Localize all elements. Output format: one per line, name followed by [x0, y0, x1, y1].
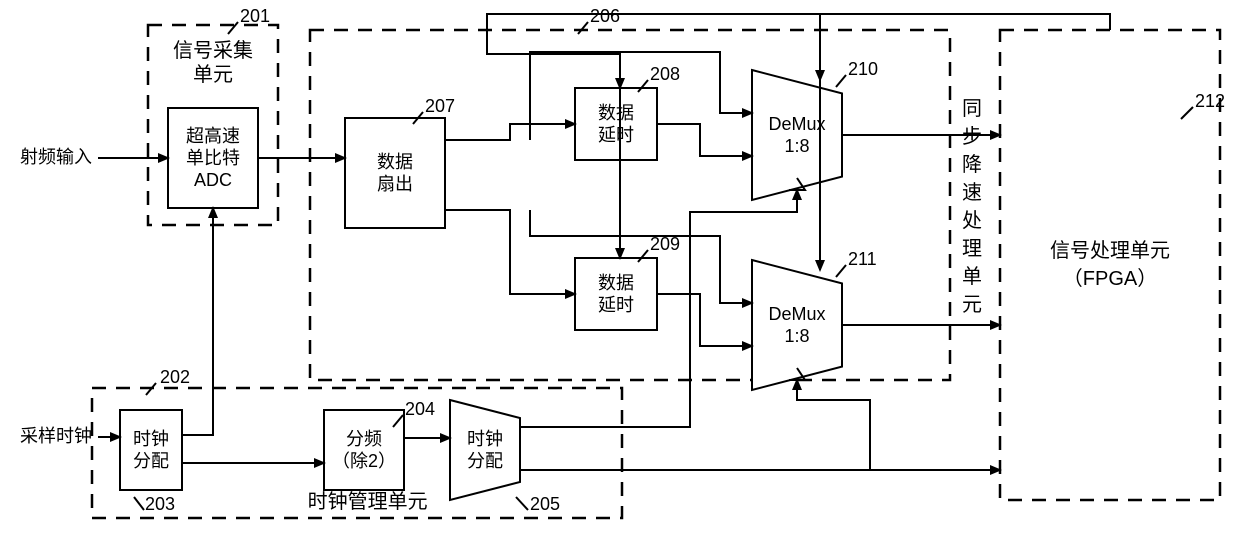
label-sync-5: 理 [962, 238, 982, 260]
ref-tick-203 [134, 497, 144, 510]
svg-text:（除2）: （除2） [332, 451, 396, 471]
label-sync-2: 降 [962, 153, 982, 176]
svg-text:时钟: 时钟 [467, 429, 503, 449]
svg-text:单比特: 单比特 [186, 148, 240, 168]
block-fanout [345, 118, 445, 228]
svg-text:DeMux: DeMux [768, 304, 825, 324]
ref-202: 202 [160, 367, 190, 387]
label-sample-clock: 采样时钟 [20, 426, 92, 446]
svg-text:（FPGA）: （FPGA） [1063, 267, 1157, 290]
svg-text:分频: 分频 [346, 429, 382, 449]
svg-text:数据: 数据 [598, 273, 634, 293]
ref-211: 211 [848, 249, 877, 269]
wire-dist1-to-adc [182, 208, 213, 435]
wire-delay2-to-demux2 [657, 294, 752, 346]
svg-text:延时: 延时 [598, 125, 634, 145]
ref-tick-211 [836, 265, 846, 277]
ref-209: 209 [650, 234, 680, 254]
svg-text:扇出: 扇出 [377, 174, 413, 194]
ref-tick-206 [578, 22, 588, 34]
ref-204: 204 [405, 399, 435, 419]
svg-text:数据: 数据 [377, 152, 413, 172]
svg-text:数据: 数据 [598, 103, 634, 123]
block-clk_dist1 [120, 410, 182, 490]
ref-tick-205 [516, 497, 528, 510]
ref-208: 208 [650, 64, 680, 84]
label-sync-7: 元 [962, 294, 982, 316]
block-delay1 [575, 88, 657, 160]
svg-text:分配: 分配 [467, 451, 503, 471]
label-sync-1: 步 [962, 125, 982, 148]
block-demux2 [752, 260, 842, 390]
svg-text:信号处理单元: 信号处理单元 [1050, 239, 1170, 262]
block-delay2 [575, 258, 657, 330]
svg-text:1:8: 1:8 [784, 136, 809, 156]
ref-206: 206 [590, 6, 620, 26]
ref-207: 207 [425, 96, 455, 116]
block-diagram: 信号采集单元时钟管理单元同步降速处理单元信号处理单元（FPGA）超高速单比特AD… [0, 0, 1240, 540]
label-sync-3: 速 [962, 181, 982, 204]
svg-text:ADC: ADC [194, 170, 232, 190]
svg-text:延时: 延时 [598, 295, 634, 315]
block-divider [324, 410, 404, 490]
wire-dist2-to-demux2-clk [520, 380, 870, 470]
wire-fanout-to-delay1 [445, 124, 575, 140]
svg-text:1:8: 1:8 [784, 326, 809, 346]
ref-210: 210 [848, 59, 878, 79]
svg-text:信号采集: 信号采集 [173, 39, 253, 62]
label-clock-mgmt: 时钟管理单元 [308, 490, 428, 513]
ref-203: 203 [145, 494, 175, 514]
label-sync-4: 处 [962, 209, 982, 232]
label-rf-input: 射频输入 [20, 147, 92, 167]
unit-fpga [1000, 30, 1220, 500]
ref-201: 201 [240, 6, 270, 26]
ref-tick-210 [836, 75, 846, 87]
svg-text:时钟: 时钟 [133, 429, 169, 449]
ref-205: 205 [530, 494, 560, 514]
wire-fanout-to-delay2 [445, 210, 575, 294]
ref-212: 212 [1195, 91, 1225, 111]
ref-tick-212 [1181, 107, 1193, 119]
label-sync-6: 单 [962, 265, 982, 288]
wire-delay1-to-demux1 [657, 124, 752, 156]
svg-text:单元: 单元 [193, 63, 233, 86]
svg-text:分配: 分配 [133, 451, 169, 471]
label-sync-0: 同 [962, 98, 982, 120]
block-clk_dist2 [450, 400, 520, 500]
svg-text:超高速: 超高速 [186, 126, 240, 146]
block-demux1 [752, 70, 842, 200]
svg-text:DeMux: DeMux [768, 114, 825, 134]
